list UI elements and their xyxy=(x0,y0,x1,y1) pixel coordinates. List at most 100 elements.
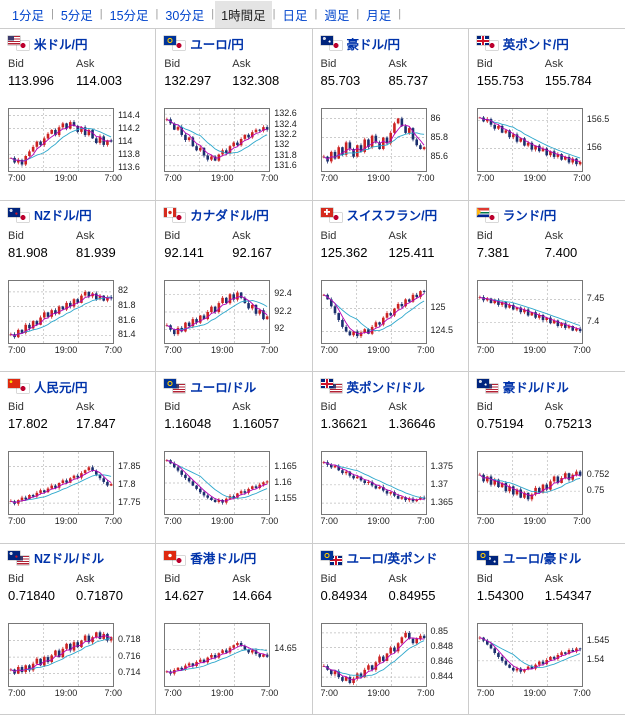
candle-body xyxy=(548,317,552,323)
pair-header: NZドル/ドル xyxy=(8,550,155,566)
candle-body xyxy=(333,151,336,159)
pair-name-link[interactable]: 米ドル/円 xyxy=(34,37,88,52)
y-tick: 85.6 xyxy=(430,150,449,161)
candlestick-chart xyxy=(476,451,583,515)
candle-body xyxy=(571,158,574,163)
pair-name-link[interactable]: 英ポンド/ドル xyxy=(346,380,425,395)
candle-body xyxy=(422,290,425,292)
tab-separator: | xyxy=(398,8,402,20)
candle-body xyxy=(39,141,42,145)
candle-body xyxy=(109,296,113,298)
bid-ask-labels: Bid Ask xyxy=(164,401,311,414)
timeframe-tabbar: 1分足 | 5分足 | 15分足 | 30分足 | 1時間足 | 日足 | 週足 | 月足 | xyxy=(0,0,625,29)
candle-body xyxy=(578,471,582,476)
candle-body xyxy=(403,126,407,133)
candle-body xyxy=(184,134,187,140)
candle-body xyxy=(54,309,57,314)
bid-ask-labels: Bid Ask xyxy=(8,230,155,243)
pair-name-link[interactable]: ランド/円 xyxy=(502,209,557,223)
pair-name-link[interactable]: 人民元/円 xyxy=(34,380,88,395)
pair-name-link[interactable]: スイスフラン/円 xyxy=(346,209,438,223)
pair-name-link[interactable]: カナダドル/円 xyxy=(190,209,269,223)
candle-body xyxy=(340,676,344,681)
candle-body xyxy=(87,467,91,471)
ma-slow-line xyxy=(323,293,424,331)
candle-body xyxy=(493,299,496,303)
y-tick: 81.6 xyxy=(118,314,136,325)
bid-ask-labels: Bid Ask xyxy=(8,401,155,414)
pair-name-link[interactable]: ユーロ/英ポンド xyxy=(346,552,438,566)
candle-body xyxy=(232,496,236,498)
ask-label: Ask xyxy=(544,229,564,242)
ask-label: Ask xyxy=(388,401,407,413)
candle-body xyxy=(94,292,98,299)
y-tick: 82 xyxy=(118,285,129,296)
candle-body xyxy=(418,635,422,639)
candle-body xyxy=(567,649,571,654)
candle-body xyxy=(266,315,269,319)
candle-body xyxy=(42,490,46,493)
candle-body xyxy=(199,147,202,151)
candle-body xyxy=(221,649,225,653)
candle-body xyxy=(180,667,184,670)
candle-body xyxy=(236,292,239,300)
candle-body xyxy=(258,129,262,131)
x-tick: 7:00 xyxy=(320,516,339,526)
x-tick: 19:00 xyxy=(54,687,78,698)
candle-body xyxy=(574,158,578,165)
pair-name-link[interactable]: 豪ドル/ドル xyxy=(502,380,569,395)
candle-body xyxy=(254,129,258,133)
ma-fast-line xyxy=(10,124,112,162)
x-tick: 7:00 xyxy=(416,516,435,526)
candle-body xyxy=(329,298,333,306)
bid-value: 14.627 xyxy=(164,587,205,603)
candle-body xyxy=(336,465,340,471)
candle-body xyxy=(180,470,184,475)
candle-body xyxy=(418,290,422,297)
pair-flags xyxy=(320,550,342,565)
bid-ask-values: 1.54300 1.54347 xyxy=(477,588,625,603)
pair-name-link[interactable]: 豪ドル/円 xyxy=(346,37,400,52)
timeframe-tab[interactable]: 1分足 xyxy=(12,8,44,23)
candle-body xyxy=(545,317,548,320)
pair-name-link[interactable]: NZドル/円 xyxy=(34,209,92,223)
candle-body xyxy=(46,133,50,139)
pair-name-link[interactable]: ユーロ/豪ドル xyxy=(502,552,582,566)
candle-body xyxy=(228,647,232,652)
candle-body xyxy=(76,298,80,303)
y-tick: 1.365 xyxy=(430,497,454,508)
timeframe-tab[interactable]: 15分足 xyxy=(109,8,149,23)
timeframe-tab[interactable]: 30分足 xyxy=(165,8,205,23)
y-tick: 114.2 xyxy=(118,122,140,133)
bid-ask-values: 0.71840 0.71870 xyxy=(8,588,155,603)
y-tick: 0.75 xyxy=(586,485,605,496)
timeframe-tab[interactable]: 月足 xyxy=(366,8,392,23)
y-tick: 81.8 xyxy=(118,300,136,311)
tab-separator: | xyxy=(99,8,103,20)
timeframe-tab[interactable]: 週足 xyxy=(324,8,350,23)
pair-name-link[interactable]: 香港ドル/円 xyxy=(190,552,257,566)
x-tick: 7:00 xyxy=(104,516,122,526)
timeframe-tab[interactable]: 5分足 xyxy=(60,8,93,23)
candle-body xyxy=(206,311,210,319)
candle-body xyxy=(258,484,262,488)
candle-body xyxy=(552,656,556,659)
candle-body xyxy=(522,138,526,146)
timeframe-tab[interactable]: 日足 xyxy=(282,8,308,23)
pair-name-link[interactable]: 英ポンド/円 xyxy=(502,37,569,52)
candle-body xyxy=(396,642,399,651)
pair-name-link[interactable]: NZドル/ドル xyxy=(34,552,105,566)
x-tick: 7:00 xyxy=(573,173,591,183)
y-tick: 156 xyxy=(586,142,602,153)
candle-body xyxy=(366,328,370,334)
y-axis-labels: 114.4 114.2 114 113.8 113.6 xyxy=(115,108,155,172)
timeframe-tab[interactable]: 1時間足 xyxy=(215,0,272,28)
pair-name-link[interactable]: ユーロ/ドル xyxy=(190,380,257,395)
bid-label: Bid xyxy=(8,229,24,242)
ma-fast-line xyxy=(479,117,580,163)
pair-name-link[interactable]: ユーロ/円 xyxy=(190,37,244,52)
candle-body xyxy=(254,649,258,654)
pair-panel: NZドル/ドル Bid Ask 0.71840 0.71870 0.718 0.716 0.7… xyxy=(0,543,157,715)
candle-body xyxy=(188,478,191,482)
x-tick: 19:00 xyxy=(54,516,78,526)
